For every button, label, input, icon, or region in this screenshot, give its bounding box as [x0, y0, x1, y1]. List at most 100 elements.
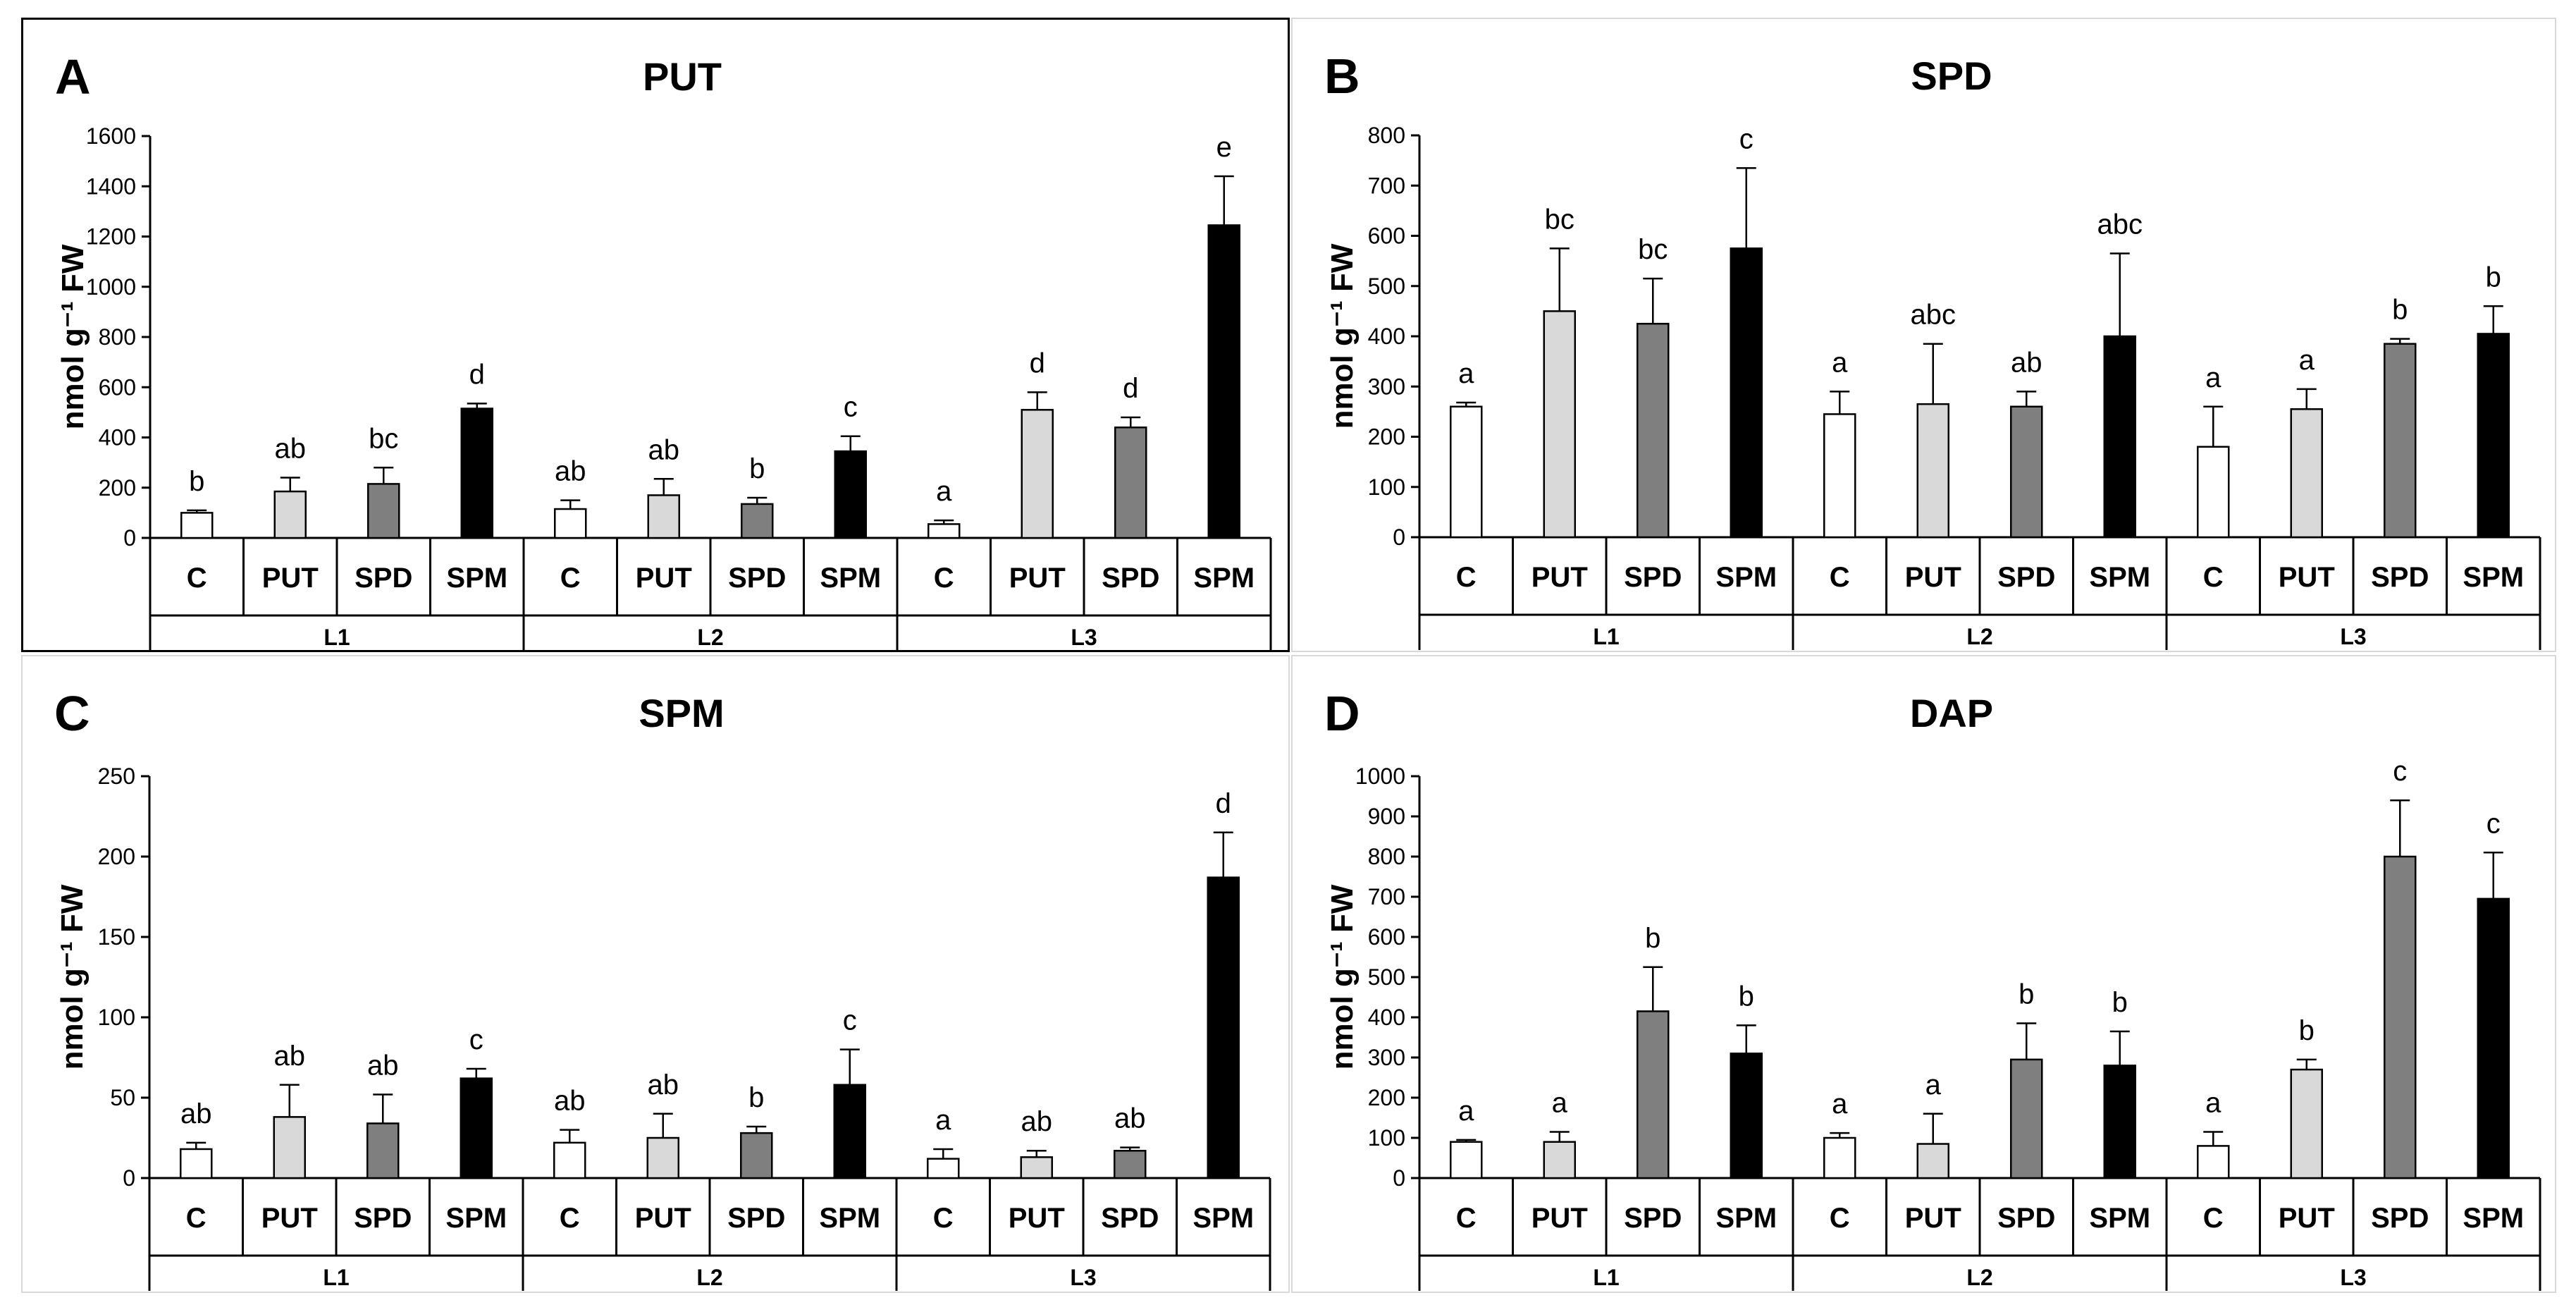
significance-letter: c — [469, 1024, 483, 1055]
chart-spd: B SPD nmol g⁻¹ FW 0 100 200 300 400 500 600 700 800… — [1324, 49, 2541, 650]
significance-letter: abc — [1911, 300, 1956, 331]
bar-l1-put — [1543, 310, 1576, 539]
bar-l1-spd — [1637, 1010, 1670, 1179]
significance-letter: b — [749, 453, 765, 484]
bar-l3-c — [2197, 446, 2230, 539]
y-tick-label: 50 — [110, 1085, 135, 1110]
y-tick-label: 150 — [98, 924, 135, 950]
panel-a: A PUT nmol g⁻¹ FW 0 200 400 600 800 1000 1200 1400… — [21, 18, 1290, 652]
significance-letter: ab — [2011, 347, 2042, 378]
significance-letter: b — [189, 466, 204, 497]
panel-d: D DAP nmol g⁻¹ FW 0 100 200 300 400 500 600 700 800… — [1291, 655, 2556, 1293]
significance-letter: ab — [367, 1050, 399, 1081]
category-label: SPM — [2089, 562, 2150, 593]
significance-letter: ab — [555, 456, 586, 487]
category-label: C — [186, 1203, 207, 1234]
group-label: L2 — [697, 625, 723, 650]
bar-l1-c — [180, 512, 214, 539]
bar-l1-spd — [367, 483, 400, 539]
category-label: PUT — [635, 1203, 691, 1234]
bar-l1-put — [273, 490, 307, 539]
bar-l2-spd — [2010, 405, 2043, 539]
category-label: SPM — [2463, 1203, 2524, 1234]
significance-letter: a — [935, 1105, 951, 1136]
bar-l2-put — [1916, 403, 1949, 539]
category-label: SPD — [1624, 562, 1682, 593]
group-label: L1 — [323, 1265, 349, 1290]
category-label: PUT — [1905, 562, 1961, 593]
group-label: L3 — [1071, 625, 1097, 650]
category-label: SPD — [355, 563, 412, 594]
bar-l2-spm — [2103, 1065, 2136, 1179]
category-label: C — [2203, 562, 2224, 593]
bar-l2-c — [553, 1141, 586, 1179]
significance-letter: d — [469, 359, 485, 390]
category-label: SPD — [727, 1203, 785, 1234]
group-label: L3 — [2340, 624, 2366, 649]
category-label: C — [1830, 562, 1850, 593]
significance-letter: a — [2205, 1087, 2221, 1118]
significance-letter: a — [1552, 1087, 1568, 1118]
bar-l1-put — [273, 1116, 306, 1179]
panel-b: B SPD nmol g⁻¹ FW 0 100 200 300 400 500 600 700 800… — [1291, 18, 2556, 652]
significance-letter: b — [748, 1082, 764, 1113]
significance-letter: a — [1832, 347, 1848, 378]
bar-l3-spd — [1114, 1149, 1147, 1179]
category-label: PUT — [2279, 562, 2335, 593]
significance-letter: bc — [1638, 234, 1668, 265]
y-tick-label: 0 — [123, 1165, 135, 1191]
category-label: SPD — [1102, 563, 1159, 594]
significance-letter: c — [2486, 808, 2501, 839]
significance-letter: d — [1123, 373, 1138, 404]
group-label: L1 — [323, 625, 350, 650]
y-tick-label: 800 — [99, 324, 136, 350]
category-label: SPD — [2371, 1203, 2429, 1234]
significance-letter: ab — [554, 1086, 586, 1117]
significance-letter: abc — [2097, 209, 2143, 240]
bar-l1-spd — [1637, 322, 1670, 539]
y-axis-label: nmol g⁻¹ FW — [56, 244, 90, 429]
y-tick-label: 200 — [98, 844, 135, 869]
category-label: C — [187, 563, 207, 594]
significance-letter: ab — [180, 1098, 212, 1129]
category-label: PUT — [2279, 1203, 2335, 1234]
chart-title: SPM — [639, 691, 724, 735]
y-tick-label: 400 — [1368, 1005, 1405, 1030]
y-axis-label: nmol g⁻¹ FW — [1325, 884, 1360, 1069]
y-tick-label: 100 — [98, 1005, 135, 1030]
significance-letter: a — [1925, 1069, 1942, 1101]
y-tick-label: 800 — [1368, 123, 1405, 148]
significance-letter: d — [1216, 788, 1231, 819]
significance-letter: b — [2392, 295, 2408, 326]
bar-l1-put — [1543, 1141, 1576, 1179]
significance-letter: ab — [1114, 1103, 1146, 1134]
y-axis-label: nmol g⁻¹ FW — [1325, 243, 1360, 429]
bar-l3-spm — [2477, 897, 2510, 1179]
bar-l2-spm — [834, 450, 867, 539]
chart-put: A PUT nmol g⁻¹ FW 0 200 400 600 800 1000 1200 1400… — [55, 49, 1272, 651]
y-tick-label: 100 — [1368, 1125, 1405, 1151]
bar-l1-c — [180, 1148, 213, 1179]
bar-l3-put — [1021, 409, 1054, 539]
bar-l3-spd — [2384, 855, 2417, 1179]
significance-letter: c — [1739, 123, 1754, 154]
y-tick-label: 600 — [99, 374, 136, 400]
bar-l2-spd — [740, 1132, 773, 1179]
y-tick-label: 0 — [123, 525, 136, 551]
y-tick-label: 100 — [1368, 474, 1405, 500]
category-label: SPM — [1193, 563, 1255, 594]
category-label: C — [934, 563, 954, 594]
y-tick-label: 1000 — [1355, 764, 1405, 789]
significance-letter: b — [1739, 981, 1754, 1012]
y-tick-label: 1600 — [86, 123, 136, 149]
significance-letter: d — [1030, 348, 1045, 379]
bar-l2-put — [1916, 1143, 1949, 1179]
y-tick-label: 800 — [1368, 844, 1405, 869]
category-label: PUT — [261, 1203, 318, 1234]
category-label: PUT — [1532, 1203, 1588, 1234]
y-tick-label: 0 — [1393, 1165, 1405, 1191]
significance-letter: b — [2019, 979, 2034, 1010]
panel-letter: D — [1324, 686, 1360, 741]
